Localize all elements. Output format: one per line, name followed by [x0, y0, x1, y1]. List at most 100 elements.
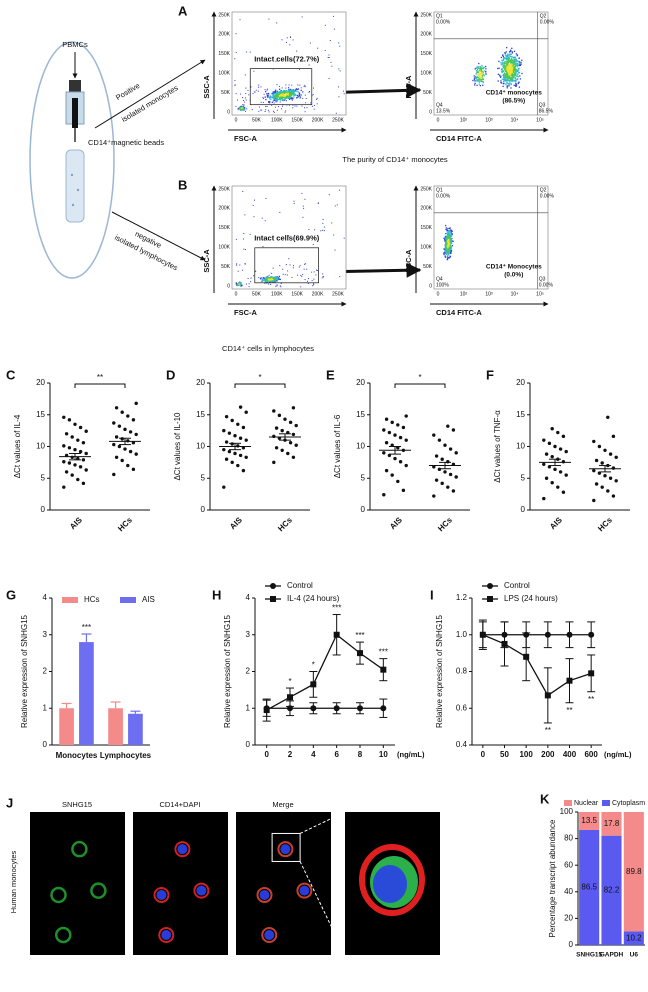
- event-dot: [278, 278, 280, 280]
- event-dot: [508, 54, 511, 56]
- event-dot: [296, 50, 298, 52]
- y-tick-label: 0: [41, 505, 46, 514]
- data-point: [446, 485, 450, 489]
- data-point: [62, 460, 66, 464]
- data-point: [114, 435, 119, 439]
- event-dot: [313, 271, 315, 273]
- event-dot: [450, 240, 452, 242]
- event-dot: [505, 68, 508, 70]
- data-point: [382, 428, 386, 432]
- event-dot: [313, 283, 315, 285]
- event-dot: [263, 277, 265, 279]
- y-axis-label: SSC-A: [202, 75, 211, 99]
- event-dot: [290, 60, 292, 62]
- event-dot: [261, 278, 263, 281]
- event-dot: [277, 94, 279, 96]
- event-dot: [298, 93, 301, 95]
- bar-segment: [579, 812, 600, 830]
- event-dot: [508, 60, 510, 62]
- event-dot: [497, 73, 500, 75]
- event-dot: [447, 236, 449, 238]
- event-dot: [289, 36, 291, 38]
- event-dot: [343, 237, 345, 239]
- data-point: [608, 452, 613, 456]
- event-dot: [443, 237, 445, 239]
- event-dot: [338, 86, 340, 88]
- event-dot: [314, 104, 316, 106]
- event-dot: [475, 76, 477, 79]
- event-dot: [506, 79, 508, 81]
- event-dot: [275, 93, 277, 95]
- y-tick-label: 20: [36, 378, 45, 387]
- event-dot: [504, 57, 506, 60]
- data-point: [244, 410, 248, 414]
- x-axis-label: (ng/mL): [397, 750, 425, 759]
- y-tick-label: 200K: [218, 32, 230, 38]
- quadrant-value: 100%: [436, 282, 449, 288]
- micrograph: [133, 812, 228, 955]
- event-dot: [284, 97, 287, 100]
- y-axis-label: FSC-A: [404, 75, 413, 98]
- data-point: [294, 423, 298, 428]
- data-point: [288, 420, 293, 425]
- event-dot: [283, 94, 285, 97]
- event-dot: [513, 62, 515, 64]
- event-dot: [502, 60, 504, 62]
- event-dot: [515, 59, 518, 62]
- event-dot: [265, 109, 267, 111]
- event-dot: [503, 65, 505, 67]
- event-dot: [476, 66, 478, 68]
- event-dot: [260, 109, 262, 111]
- event-dot: [253, 70, 255, 72]
- event-dot: [289, 90, 291, 93]
- series-line: [482, 634, 592, 697]
- y-axis-label: Percentage transcript abundance: [548, 819, 557, 937]
- event-dot: [259, 278, 262, 280]
- event-dot: [497, 80, 499, 82]
- event-dot: [449, 239, 451, 242]
- event-dot: [281, 94, 284, 96]
- event-dot: [333, 234, 335, 236]
- data-point: [382, 493, 386, 497]
- event-dot: [248, 286, 250, 288]
- event-dot: [511, 70, 514, 72]
- event-dot: [280, 96, 282, 98]
- event-dot: [506, 66, 508, 68]
- event-dot: [240, 108, 242, 110]
- event-dot: [473, 75, 475, 77]
- event-dot: [481, 76, 483, 78]
- legend-swatch: [62, 597, 78, 603]
- cell: [55, 926, 72, 944]
- event-dot: [272, 110, 274, 112]
- event-dot: [245, 97, 247, 99]
- event-dot: [270, 280, 272, 283]
- y-tick-label: 20: [356, 378, 365, 387]
- event-dot: [272, 276, 274, 279]
- event-dot: [506, 74, 509, 76]
- event-dot: [502, 70, 504, 72]
- event-dot: [308, 64, 310, 66]
- event-dot: [244, 249, 246, 251]
- event-dot: [264, 96, 266, 98]
- event-dot: [258, 277, 260, 279]
- event-dot: [515, 83, 517, 85]
- event-dot: [506, 87, 508, 89]
- event-dot: [451, 244, 454, 247]
- event-dot: [322, 276, 324, 278]
- event-dot: [242, 105, 244, 107]
- event-dot: [508, 66, 511, 68]
- data-point: [446, 460, 450, 464]
- y-tick-label: 15: [516, 410, 525, 419]
- source-label: PBMCs: [62, 40, 88, 49]
- event-dot: [485, 72, 487, 74]
- cell: [177, 844, 188, 855]
- legend-swatch: [120, 597, 136, 603]
- event-dot: [511, 47, 513, 49]
- event-dot: [317, 202, 319, 204]
- event-dot: [274, 279, 277, 281]
- event-dot: [246, 108, 248, 110]
- event-dot: [474, 76, 477, 78]
- quadrant-name: Q1: [436, 13, 443, 19]
- event-dot: [275, 96, 277, 99]
- event-dot: [275, 279, 277, 281]
